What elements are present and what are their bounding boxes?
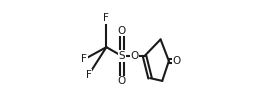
Text: O: O xyxy=(172,56,181,66)
Text: O: O xyxy=(131,51,139,61)
Text: F: F xyxy=(103,13,109,23)
Text: F: F xyxy=(81,54,87,64)
Text: F: F xyxy=(86,70,91,80)
Text: O: O xyxy=(118,76,126,86)
Text: O: O xyxy=(118,26,126,36)
Text: S: S xyxy=(118,51,125,61)
